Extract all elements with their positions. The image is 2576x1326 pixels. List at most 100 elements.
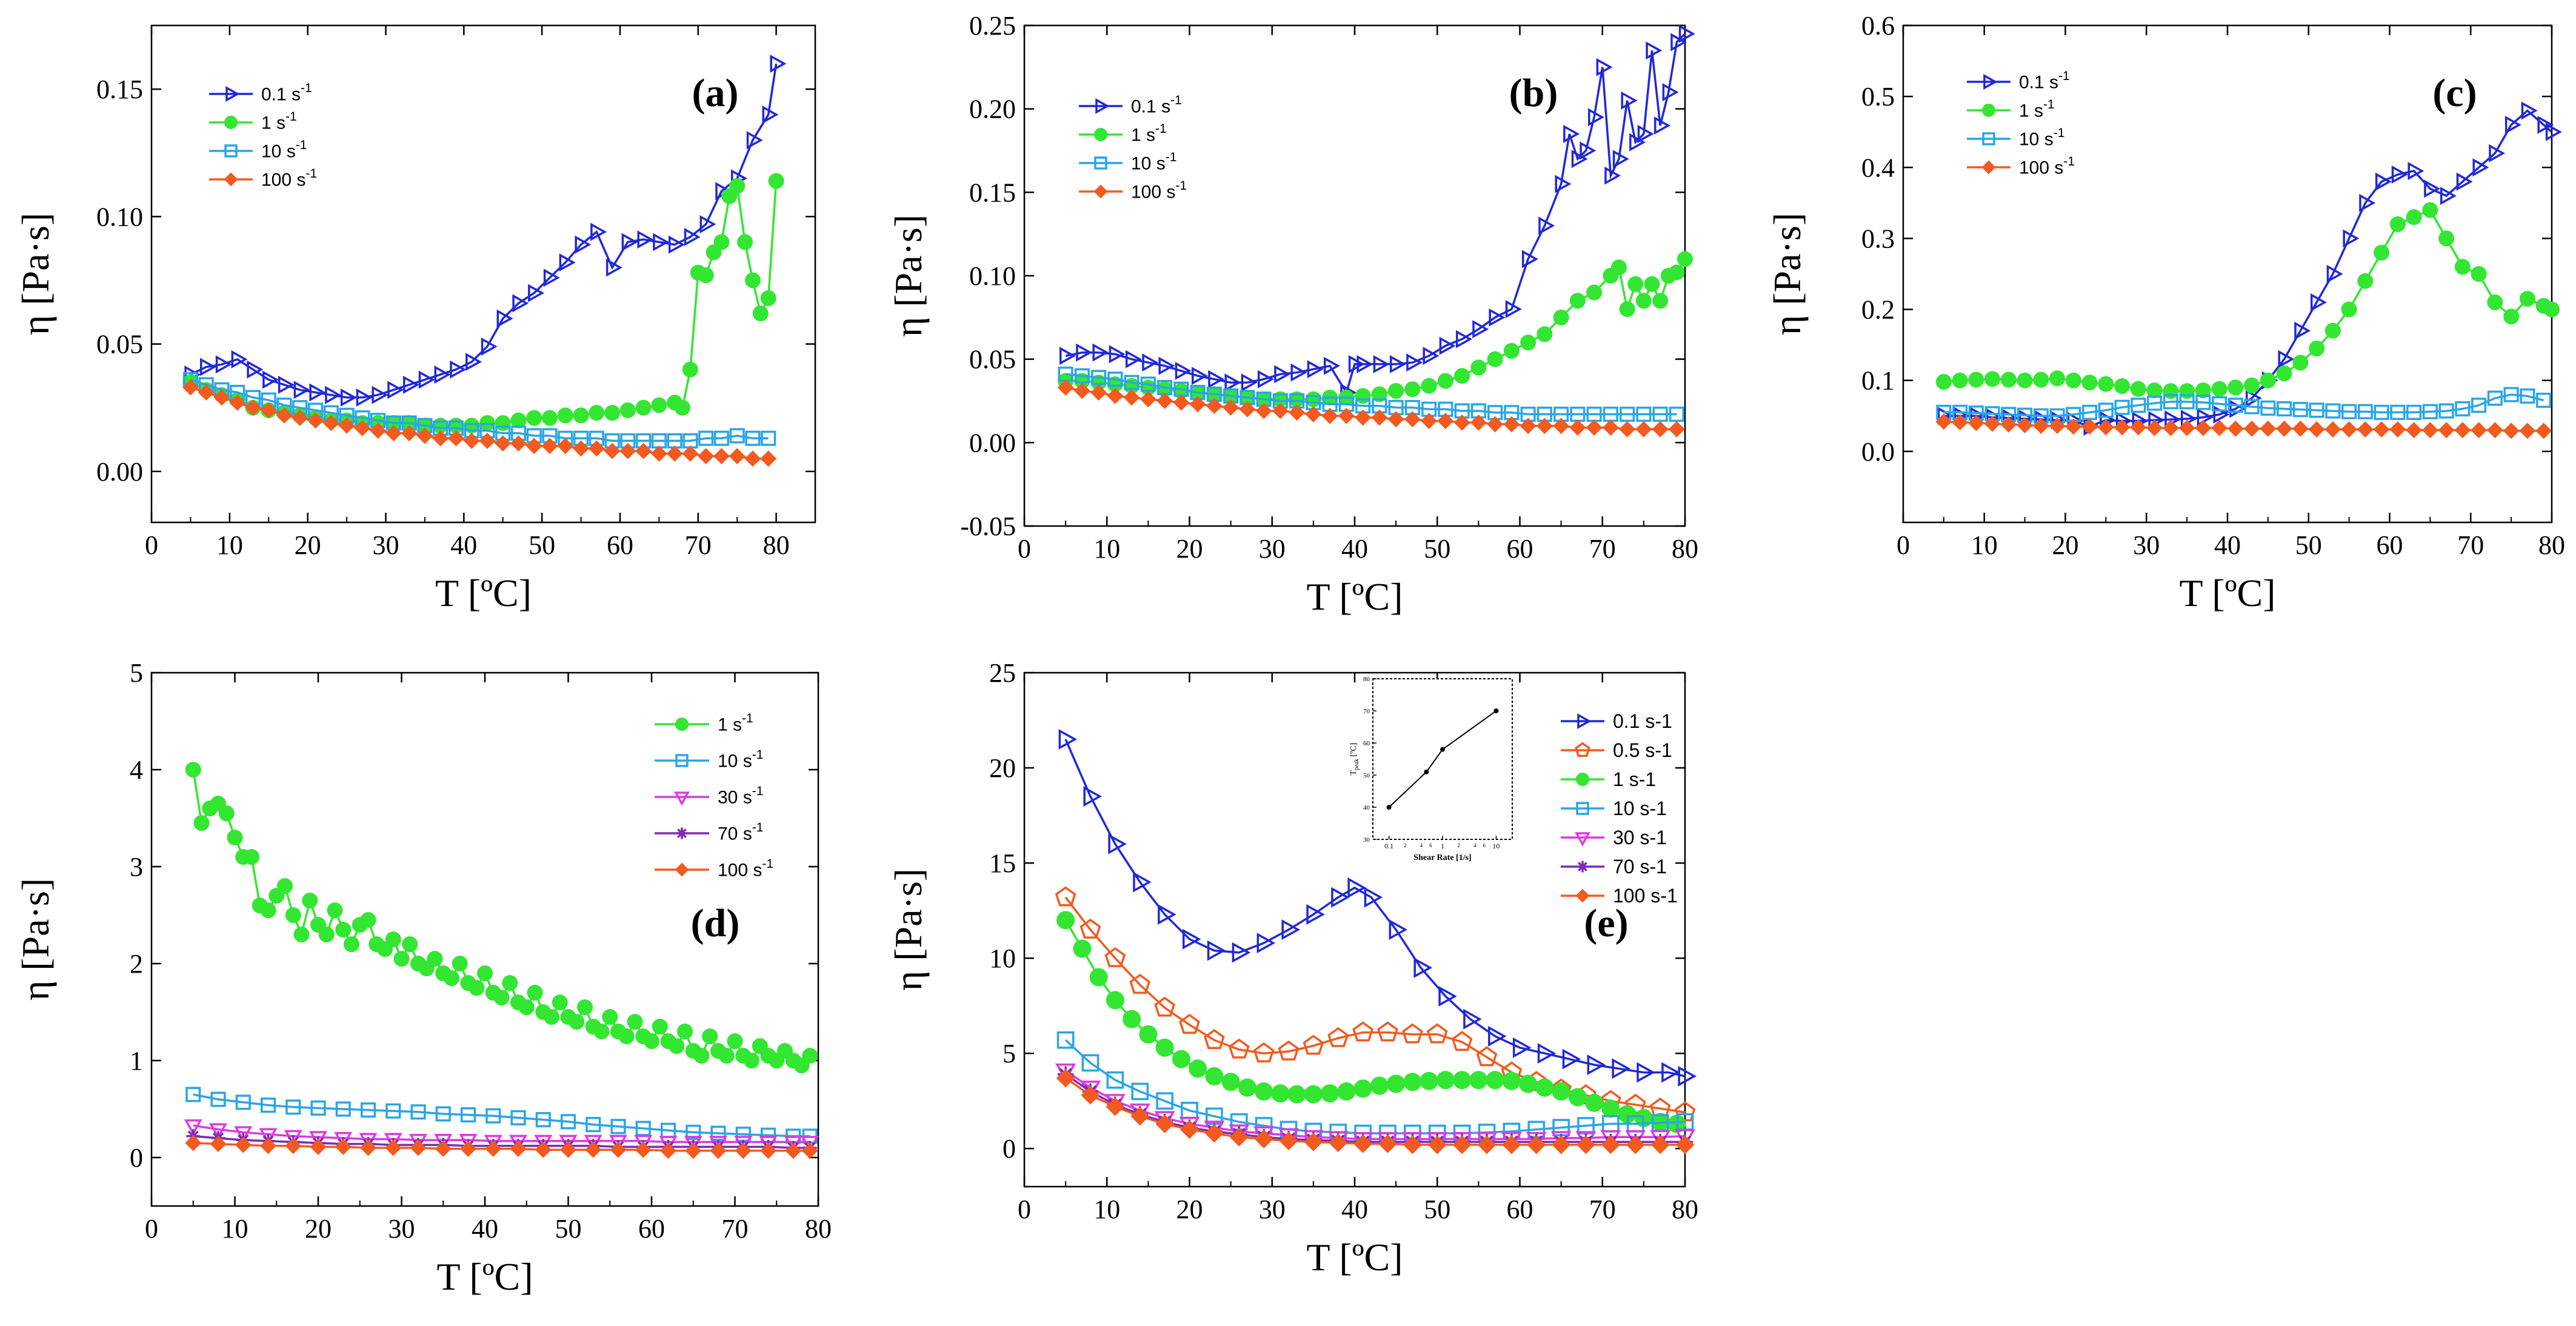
series-100-s-1 <box>1056 1068 1695 1154</box>
data-point <box>557 407 573 424</box>
data-point <box>2422 404 2438 419</box>
data-point <box>544 1009 559 1025</box>
data-point <box>1191 367 1208 385</box>
data-point <box>1935 413 1952 430</box>
data-point <box>1637 1062 1655 1083</box>
data-point <box>2519 422 2536 439</box>
data-point <box>434 365 451 384</box>
legend-marker <box>675 862 689 877</box>
data-point <box>1091 370 1107 385</box>
data-point <box>1106 1097 1125 1116</box>
data-point <box>1968 371 1984 388</box>
data-point <box>1089 968 1108 987</box>
data-point <box>1327 1027 1349 1047</box>
data-point <box>1073 939 1092 958</box>
data-point <box>1092 343 1109 362</box>
data-point <box>293 927 310 942</box>
data-point <box>2357 273 2374 289</box>
data-point <box>2406 404 2422 420</box>
data-point <box>802 1048 818 1064</box>
legend: 1 s-1 10 s-1 30 s-1 70 s-1 100 s-1 <box>655 711 773 881</box>
data-point <box>1644 276 1660 292</box>
legend-label: 0.1 s-1 <box>1131 93 1182 117</box>
data-point <box>651 397 667 413</box>
data-point <box>1472 320 1489 339</box>
data-point <box>2292 355 2309 371</box>
data-point <box>666 445 683 462</box>
data-point <box>2471 422 2488 439</box>
data-point <box>2324 322 2341 339</box>
data-point <box>1355 409 1372 426</box>
data-point <box>1563 124 1580 143</box>
inset-y-tick-label: 60 <box>1363 740 1370 747</box>
data-point <box>1228 1038 1250 1059</box>
data-point <box>635 399 652 416</box>
data-point <box>760 290 776 306</box>
data-point <box>1503 342 1520 359</box>
data-point <box>1108 833 1127 855</box>
data-point <box>541 438 558 455</box>
data-point <box>1131 1082 1149 1101</box>
data-point <box>402 936 418 952</box>
data-point <box>278 375 295 394</box>
data-point <box>1612 150 1629 168</box>
data-point <box>1620 406 1635 422</box>
data-point <box>1451 1031 1473 1051</box>
data-point <box>2049 418 2066 435</box>
legend-marker <box>225 86 240 102</box>
data-point <box>385 425 402 442</box>
x-tick-label: 20 <box>295 530 321 560</box>
data-point <box>535 1112 551 1128</box>
x-tick-label: 10 <box>1971 530 1998 560</box>
data-point <box>2324 421 2341 438</box>
inset-minor-tick-label: 4 <box>1473 842 1477 848</box>
data-point <box>710 1142 727 1159</box>
legend-label-exponent: -1 <box>1155 122 1167 136</box>
legend-label-exponent: -1 <box>2058 69 2070 83</box>
data-point <box>2520 388 2535 404</box>
x-tick-label: 70 <box>685 530 712 560</box>
inset-frame <box>1372 678 1513 840</box>
data-point <box>1079 918 1101 939</box>
x-axis-title: T [ºC] <box>2179 571 2275 615</box>
data-point <box>573 407 589 424</box>
y-tick-label: 0 <box>130 1143 143 1173</box>
inset-line <box>1388 710 1497 808</box>
x-tick-label: 50 <box>2295 530 2322 560</box>
data-point <box>2278 350 2295 368</box>
data-point <box>293 381 310 399</box>
data-point <box>602 1009 618 1025</box>
x-tick-label: 0 <box>1897 530 1910 560</box>
x-tick-label: 80 <box>1672 1194 1698 1224</box>
data-point <box>1123 1010 1141 1028</box>
inset-minor-tick-label: 4 <box>1420 842 1423 848</box>
data-point <box>2049 370 2066 387</box>
data-point <box>1627 276 1644 292</box>
data-point <box>1106 991 1124 1010</box>
data-point <box>668 235 685 254</box>
data-point <box>1587 1054 1606 1075</box>
y-tick-label: 0.15 <box>96 75 143 104</box>
series-10-s <box>185 1087 818 1144</box>
data-point <box>1356 355 1373 373</box>
data-point <box>2424 179 2441 198</box>
legend-label-exponent: -1 <box>742 711 753 725</box>
data-point <box>1427 1135 1447 1154</box>
data-point <box>2391 165 2408 184</box>
legend-label-exponent: -1 <box>296 138 307 152</box>
data-point <box>528 284 545 302</box>
data-point <box>1403 1073 1422 1091</box>
data-point <box>2472 158 2489 177</box>
data-point <box>745 430 761 446</box>
data-point <box>1158 356 1175 375</box>
data-point <box>1537 1043 1557 1064</box>
legend-marker <box>224 116 238 129</box>
data-point <box>1984 371 2001 387</box>
legend-marker <box>1577 713 1592 729</box>
data-point <box>477 965 493 981</box>
data-point <box>247 360 264 379</box>
data-point <box>310 1138 327 1155</box>
data-point <box>185 1134 202 1151</box>
data-point <box>2211 419 2228 436</box>
